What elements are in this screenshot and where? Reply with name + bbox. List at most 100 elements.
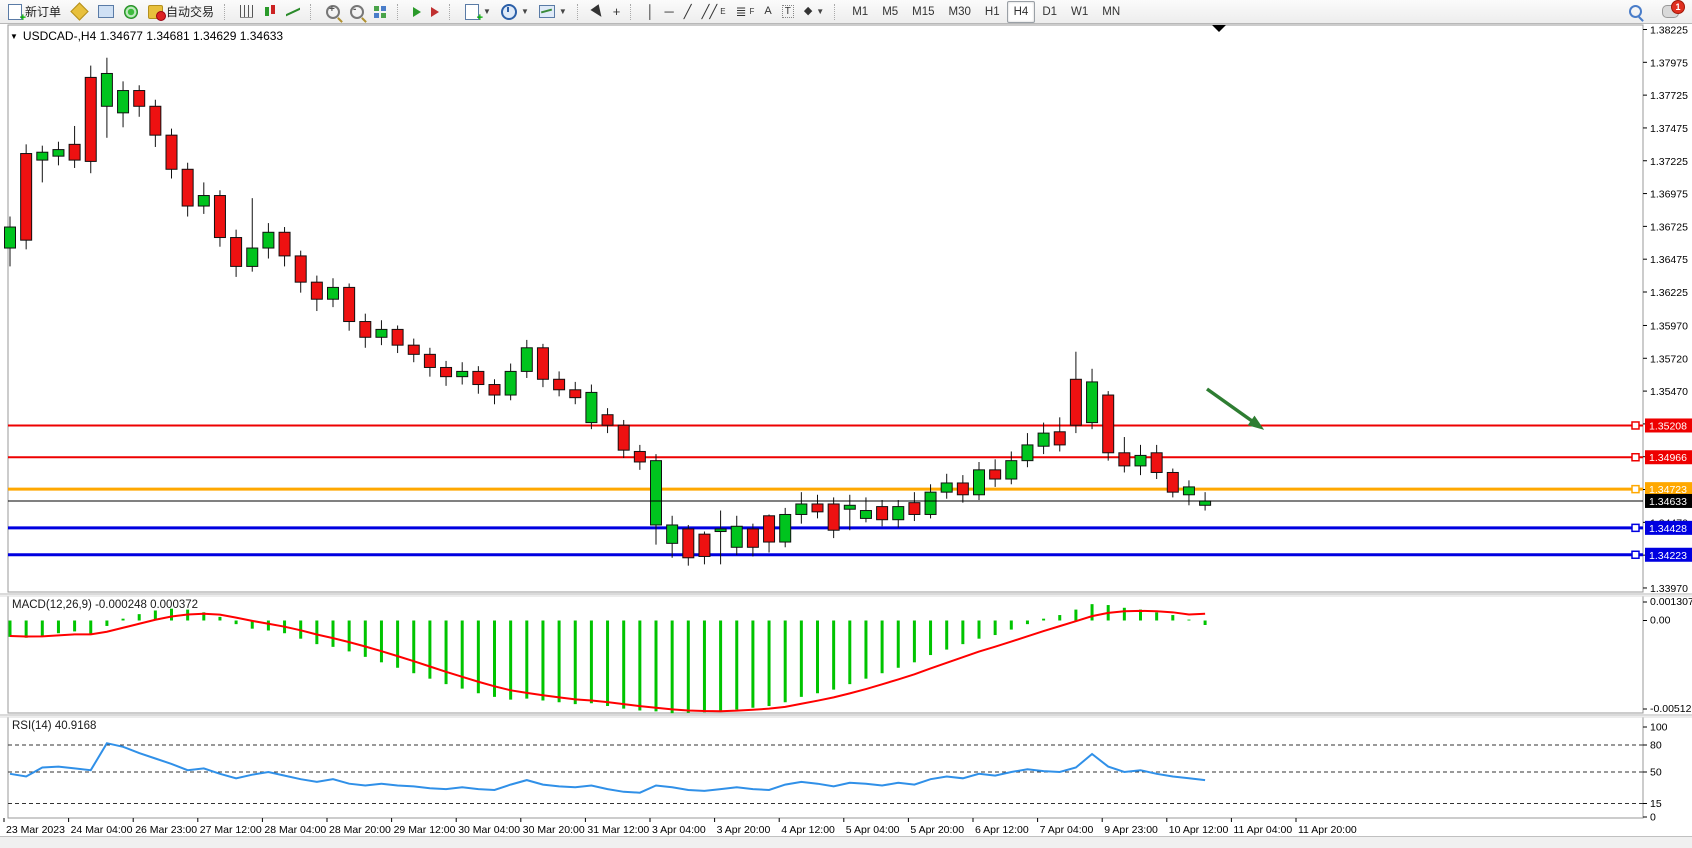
bear-candle [359, 321, 372, 338]
vertical-line-icon: │ [646, 4, 655, 19]
vertical-line-button[interactable]: │ [641, 1, 659, 23]
bull-candle [779, 513, 792, 543]
bear-candle [133, 90, 146, 107]
candlestick-chart-button[interactable] [258, 1, 281, 23]
price-line-label [1645, 547, 1692, 562]
line-chart-button[interactable] [281, 1, 305, 23]
market-watch-button[interactable] [93, 1, 119, 23]
hline-anchor[interactable] [1631, 421, 1640, 430]
timeframe-button-h1[interactable]: H1 [984, 5, 1000, 18]
timeframe-button-m5[interactable]: M5 [882, 5, 899, 18]
bull-candle [4, 226, 16, 249]
time-tick-label: 29 Mar 12:00 [394, 824, 456, 836]
zoom-out-button[interactable]: - [345, 1, 369, 23]
timeframe-button-m15[interactable]: M15 [912, 5, 935, 18]
bear-candle [1053, 431, 1066, 446]
macd-axis-label: -0.005123 [1650, 703, 1692, 715]
bear-candle [407, 344, 420, 355]
hline-anchor[interactable] [1631, 484, 1640, 494]
clock-icon [500, 3, 517, 20]
time-tick-label: 5 Apr 20:00 [910, 824, 964, 836]
text-button[interactable]: A [759, 1, 776, 23]
hline-anchor[interactable] [1631, 523, 1640, 533]
indicators-icon [465, 3, 483, 24]
timeframe-button-d1[interactable]: D1 [1042, 5, 1058, 18]
horizontal-line-button[interactable]: ─ [660, 1, 679, 23]
rsi-axis-label: 0 [1650, 812, 1656, 824]
bull-candle [262, 231, 275, 249]
price-line-label-text: 1.34633 [1649, 496, 1687, 508]
chart-title: USDCAD-,H4 1.34677 1.34681 1.34629 1.346… [22, 29, 284, 43]
bull-candle [456, 370, 469, 378]
indicators-button[interactable]: ▼ [460, 1, 496, 24]
bar-chart-icon [240, 5, 254, 18]
price-line-label-text: 1.34428 [1649, 523, 1687, 535]
bear-candle [876, 506, 889, 521]
bull-candle [843, 504, 856, 510]
price-line-label [1645, 493, 1692, 508]
chevron-down-icon: ▼ [558, 7, 567, 16]
timeframe-button-w1[interactable]: W1 [1071, 5, 1089, 18]
bull-candle [795, 503, 808, 515]
timeframe-button-m30[interactable]: M30 [948, 5, 971, 18]
market-depth-button[interactable] [66, 1, 93, 23]
auto-scroll-button[interactable] [408, 1, 426, 23]
bear-candle [827, 503, 840, 531]
auto-trading-button[interactable]: 自动交易 [143, 1, 219, 23]
rsi-axis-label: 100 [1650, 722, 1668, 734]
toolbar-separator [224, 3, 230, 20]
templates-button[interactable]: ▼ [534, 1, 572, 23]
new-order-label: 新订单 [25, 5, 62, 19]
macd-panel [7, 595, 1644, 714]
bear-candle [20, 153, 33, 241]
fibonacci-letter: F [749, 7, 755, 16]
chart-canvas[interactable]: 1.38225 1.37975 1.37725 1.37475 1.37225 1.369… [0, 24, 1692, 838]
hline-anchor[interactable] [1631, 452, 1640, 462]
bar-chart-button[interactable] [235, 1, 258, 23]
timeframe-button-h4[interactable]: H4 [1006, 0, 1036, 23]
bear-candle [230, 237, 243, 267]
bull-candle [1021, 444, 1034, 462]
zoom-out-icon: - [350, 4, 365, 19]
periods-button[interactable]: ▼ [496, 1, 534, 23]
price-tick-label: 1.37975 [1650, 57, 1688, 69]
collapse-triangle-icon[interactable]: ▼ [10, 31, 18, 41]
fibonacci-icon: ≣ [735, 4, 747, 19]
auto-scroll-icon [413, 6, 422, 17]
crosshair-button[interactable]: + [608, 1, 626, 23]
timeframe-button-m1[interactable]: M1 [852, 5, 869, 18]
channel-icon: ╱╱ [701, 4, 718, 19]
chart-shift-marker[interactable] [1212, 25, 1226, 32]
rsi-axis-label: 15 [1650, 798, 1662, 810]
price-axis: 1.38225 1.37975 1.37725 1.37475 1.37225 1.369… [1643, 25, 1688, 595]
trendline-icon: ╱ [683, 4, 692, 19]
notifications-button[interactable]: 1 [1657, 0, 1685, 23]
signals-button[interactable] [119, 1, 143, 23]
channel-button[interactable]: ╱╱ E [697, 1, 731, 23]
trend-arrow[interactable] [1205, 387, 1254, 423]
toolbar-separator [310, 3, 316, 20]
toolbar-separator [834, 3, 840, 20]
chart-shift-button[interactable] [426, 1, 444, 23]
horizontal-lines [8, 421, 1643, 560]
timeframe-button-mn[interactable]: MN [1102, 5, 1121, 18]
trendline-button[interactable]: ╱ [679, 1, 697, 23]
new-order-button[interactable]: 新订单 [3, 1, 66, 24]
bear-candle [423, 353, 436, 368]
search-button[interactable] [1624, 1, 1647, 23]
text-label-button[interactable]: T [777, 1, 799, 23]
time-tick-label: 28 Mar 04:00 [264, 824, 326, 836]
chart-title-bar: ▼ USDCAD-,H4 1.34677 1.34681 1.34629 1.3… [10, 29, 283, 43]
fibonacci-button[interactable]: ≣ F [731, 1, 760, 23]
tile-windows-button[interactable] [369, 1, 392, 23]
cursor-button[interactable] [588, 1, 608, 23]
bear-candle [698, 533, 711, 557]
time-tick-label: 10 Apr 12:00 [1169, 824, 1229, 836]
hline-anchor[interactable] [1631, 550, 1640, 560]
bear-candle [488, 384, 501, 396]
arrows-button[interactable]: ◆ ▼ [799, 1, 829, 23]
bear-candle [1150, 452, 1163, 473]
zoom-in-button[interactable]: + [321, 1, 345, 23]
bull-candle [650, 460, 662, 526]
price-tick-label: 1.35470 [1650, 386, 1688, 398]
